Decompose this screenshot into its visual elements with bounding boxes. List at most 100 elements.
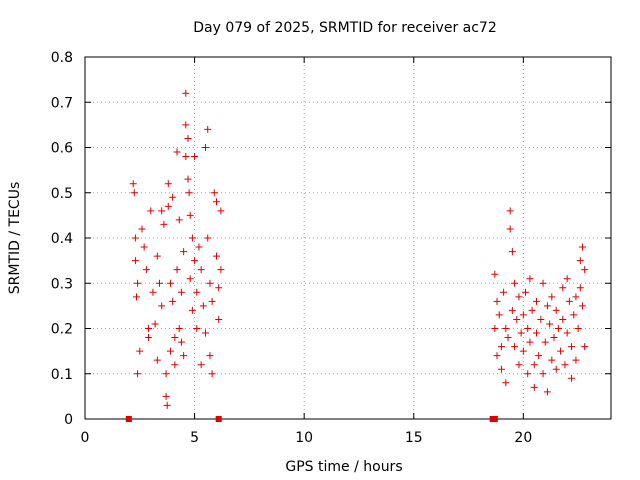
data-point xyxy=(524,325,532,332)
data-point xyxy=(142,266,150,274)
data-point xyxy=(506,207,514,215)
data-point xyxy=(162,392,170,400)
data-point xyxy=(508,306,516,314)
data-point xyxy=(166,279,174,287)
data-point xyxy=(182,153,190,161)
data-point xyxy=(197,266,205,274)
data-point xyxy=(568,374,576,382)
points-layer xyxy=(125,89,589,422)
data-point-square xyxy=(491,416,498,422)
y-tick-label: 0.5 xyxy=(51,186,73,202)
y-tick-label: 0.2 xyxy=(51,322,73,338)
data-point xyxy=(191,153,199,161)
data-point xyxy=(213,252,220,260)
data-point xyxy=(162,370,170,378)
data-point xyxy=(517,329,525,337)
data-point xyxy=(572,293,580,301)
data-point xyxy=(526,275,534,283)
data-point-square xyxy=(125,416,132,422)
data-point xyxy=(153,356,161,364)
data-point xyxy=(519,311,527,319)
data-point xyxy=(539,279,547,287)
data-point xyxy=(559,284,567,292)
data-point xyxy=(182,89,190,97)
data-point xyxy=(495,311,503,319)
data-point xyxy=(208,370,216,378)
data-point xyxy=(515,293,523,301)
data-point xyxy=(140,243,148,251)
data-point xyxy=(557,347,565,355)
x-tick-label: 20 xyxy=(514,430,532,446)
data-point xyxy=(164,180,172,188)
data-point xyxy=(574,325,582,332)
data-point xyxy=(552,306,560,314)
data-point xyxy=(173,148,181,156)
data-point xyxy=(186,275,194,283)
data-point xyxy=(579,243,587,251)
data-point xyxy=(581,266,589,274)
data-point xyxy=(572,356,580,364)
data-point xyxy=(145,334,153,342)
data-point xyxy=(134,279,142,287)
chart-title: Day 079 of 2025, SRMTID for receiver ac7… xyxy=(193,20,497,36)
data-point xyxy=(217,266,225,274)
data-point xyxy=(559,315,567,323)
data-point xyxy=(491,325,499,332)
x-tick-label: 10 xyxy=(295,430,313,446)
data-point xyxy=(193,325,201,332)
data-point xyxy=(177,338,185,346)
data-point xyxy=(497,343,505,351)
data-point xyxy=(500,288,508,296)
data-point xyxy=(579,302,587,310)
data-point xyxy=(130,189,138,197)
data-point xyxy=(197,361,205,369)
data-point xyxy=(502,325,510,332)
data-point xyxy=(522,288,530,296)
data-point xyxy=(563,275,571,283)
data-point xyxy=(526,338,534,346)
data-point xyxy=(537,315,545,323)
data-point xyxy=(528,306,536,314)
data-point xyxy=(175,216,183,224)
data-point xyxy=(532,297,540,305)
data-point xyxy=(199,302,207,310)
data-point xyxy=(502,379,510,387)
data-point xyxy=(524,370,532,378)
data-point xyxy=(493,297,501,305)
data-point xyxy=(177,288,185,296)
data-point xyxy=(171,334,179,342)
data-point xyxy=(208,297,216,305)
tick-layer: 0 5 10 15 20 0 0.1 0.2 0.3 0.4 0.5 0.6 0.7 0.8 xyxy=(51,50,611,446)
data-point xyxy=(530,361,538,369)
data-point xyxy=(552,365,560,373)
data-point xyxy=(576,284,584,292)
y-tick-label: 0.1 xyxy=(51,367,73,383)
data-point xyxy=(515,361,523,369)
y-tick-label: 0.3 xyxy=(51,276,73,292)
data-point xyxy=(188,306,196,314)
data-point xyxy=(158,302,166,310)
data-point xyxy=(215,284,223,292)
data-point xyxy=(131,257,139,265)
data-point xyxy=(206,279,214,287)
data-point xyxy=(546,320,554,328)
data-point xyxy=(217,207,225,215)
y-tick-label: 0.4 xyxy=(51,231,73,247)
data-point xyxy=(145,325,153,332)
data-point xyxy=(506,225,514,233)
data-point xyxy=(213,198,220,206)
data-point xyxy=(548,293,556,301)
data-point xyxy=(188,234,196,242)
data-point xyxy=(504,334,512,342)
data-point xyxy=(158,207,166,215)
data-point xyxy=(511,279,519,287)
data-point xyxy=(491,270,499,278)
y-tick-label: 0.8 xyxy=(51,50,73,66)
data-point xyxy=(576,257,584,265)
data-point xyxy=(202,329,210,337)
data-point xyxy=(204,125,212,133)
data-point xyxy=(210,189,218,197)
data-point xyxy=(563,329,571,337)
data-point xyxy=(169,297,177,305)
